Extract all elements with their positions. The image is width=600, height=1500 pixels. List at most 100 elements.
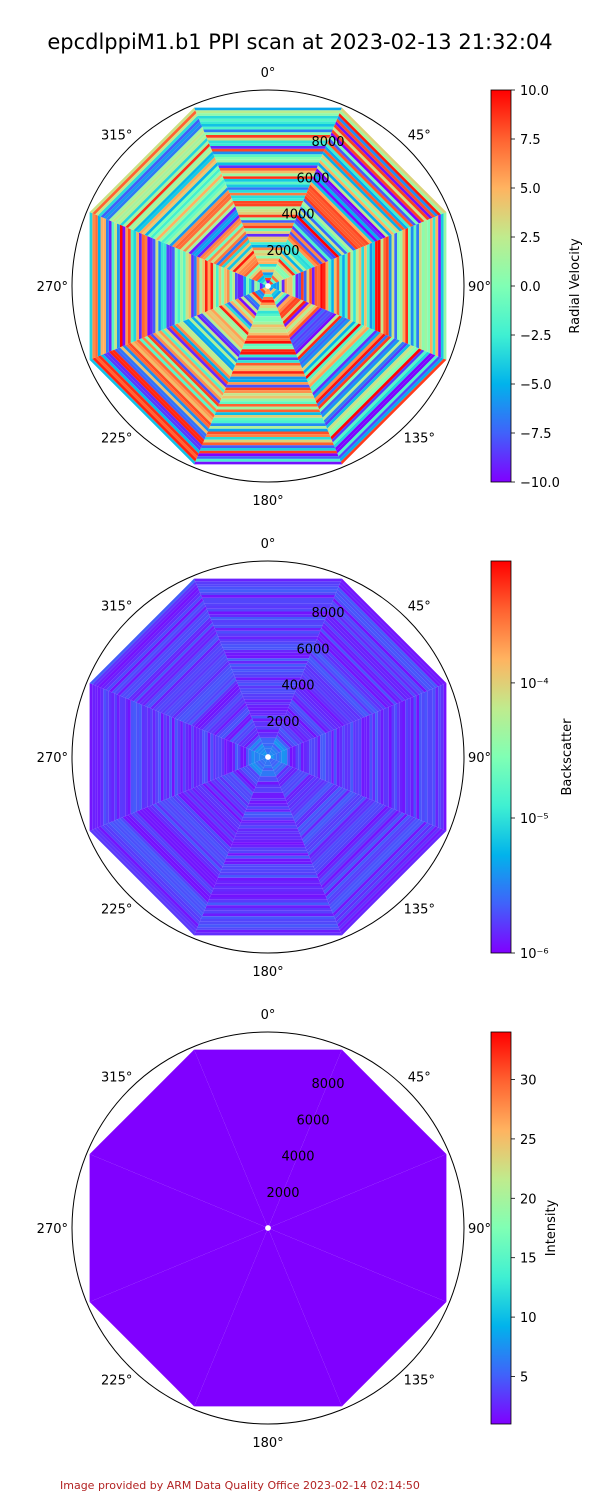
scan-cell <box>289 778 323 812</box>
scan-cell <box>337 115 439 217</box>
scan-cell <box>213 734 216 780</box>
scan-cell <box>196 314 240 358</box>
scan-cell <box>133 811 214 892</box>
scan-cell <box>424 691 428 823</box>
scan-cell <box>290 699 326 735</box>
scan-cell <box>221 775 250 804</box>
scan-cell <box>224 242 251 269</box>
scan-cell <box>386 236 389 336</box>
scan-cell <box>269 751 274 756</box>
scan-cell <box>193 682 239 728</box>
scan-cell <box>225 384 311 388</box>
scan-cell <box>130 341 213 424</box>
scan-cell <box>296 785 340 829</box>
radial-tick-label: 2000 <box>266 715 299 730</box>
scan-cell <box>262 297 274 300</box>
scan-cell <box>147 165 220 238</box>
scan-cell <box>128 342 212 426</box>
scan-cell <box>223 861 313 865</box>
scan-cell <box>95 584 198 687</box>
scan-cell <box>211 619 325 623</box>
scan-cell <box>199 592 337 595</box>
scan-cell <box>254 316 282 319</box>
scan-cell <box>147 236 150 336</box>
scan-cell <box>207 261 211 311</box>
scan-cell <box>202 691 242 731</box>
scan-cell <box>262 758 267 763</box>
scan-cell <box>208 614 328 617</box>
scan-cell <box>222 647 314 650</box>
scan-cell <box>438 685 441 829</box>
scan-cell <box>231 371 305 374</box>
scan-cell <box>185 722 189 792</box>
scan-cell <box>225 655 311 659</box>
scan-cell <box>271 760 279 768</box>
scan-cell <box>277 295 293 311</box>
scan-cell <box>297 786 343 832</box>
scan-cell <box>377 239 381 333</box>
angle-tick-label: 315° <box>101 129 132 144</box>
radial-tick-label: 4000 <box>281 679 314 694</box>
scan-cell <box>221 239 250 268</box>
colorbar-ticks: 10.0 7.5 5.0 2.5 0.0 −2.5 −5.0 −7.5 −10.0 <box>511 84 560 491</box>
scan-cell <box>262 768 274 771</box>
scan-cell <box>221 737 225 777</box>
scan-cell <box>141 233 145 339</box>
scan-cell <box>282 771 307 796</box>
scan-cell <box>238 214 298 218</box>
scan-cell <box>198 589 338 593</box>
scan-cell <box>325 261 329 311</box>
angle-tick-label: 90° <box>468 280 491 295</box>
scan-cell <box>293 693 332 732</box>
scan-cell <box>298 680 345 727</box>
scan-cell <box>438 214 441 358</box>
scan-cell <box>279 751 282 763</box>
scan-cell <box>274 266 288 280</box>
scan-cell <box>307 187 367 247</box>
scan-cell <box>402 700 406 814</box>
scan-cell <box>169 187 229 247</box>
scan-cell <box>243 732 259 748</box>
scan-cell <box>263 275 273 278</box>
scan-cell <box>238 354 298 358</box>
scan-cell <box>386 707 389 807</box>
scan-cell <box>136 702 139 812</box>
scan-cell <box>204 693 243 732</box>
scan-cell <box>263 765 273 768</box>
scan-cell <box>144 705 148 809</box>
scan-cell <box>229 247 254 272</box>
scan-cell <box>254 724 282 727</box>
scan-cell <box>111 221 115 351</box>
scan-cell <box>228 660 308 664</box>
scan-cell <box>264 291 272 295</box>
scan-cell <box>254 787 282 790</box>
scan-cell <box>166 243 170 329</box>
scan-cell <box>333 351 430 448</box>
colorbar-tick-label: 2.5 <box>520 231 541 246</box>
scan-cell <box>240 820 296 823</box>
scan-cell <box>276 294 290 308</box>
scan-cell <box>303 741 307 773</box>
scan-cell <box>366 714 370 800</box>
scan-cell <box>314 641 384 711</box>
scan-cell <box>210 617 326 620</box>
scan-cell <box>89 683 93 831</box>
scan-cell <box>227 187 309 190</box>
footer-credit: Image provided by ARM Data Quality Offic… <box>60 1479 420 1492</box>
scan-cell <box>194 578 342 582</box>
scan-cell <box>193 726 197 788</box>
scan-cell <box>171 795 230 854</box>
scan-cell <box>235 298 256 319</box>
angle-tick-label: 225° <box>101 431 132 446</box>
scan-cell <box>174 718 178 796</box>
panel-radial-velocity: 2000 4000 6000 8000 0° 45° 90° 135° 180° 225° 270… <box>37 66 583 509</box>
scan-cell <box>228 850 308 854</box>
scan-cell <box>210 423 326 426</box>
scan-cell <box>152 170 222 240</box>
scan-cell <box>252 321 284 325</box>
scan-cell <box>248 329 288 333</box>
scan-cell <box>277 732 293 748</box>
scan-cell <box>182 320 234 372</box>
scan-cell <box>325 732 329 782</box>
scan-cell <box>233 674 303 678</box>
